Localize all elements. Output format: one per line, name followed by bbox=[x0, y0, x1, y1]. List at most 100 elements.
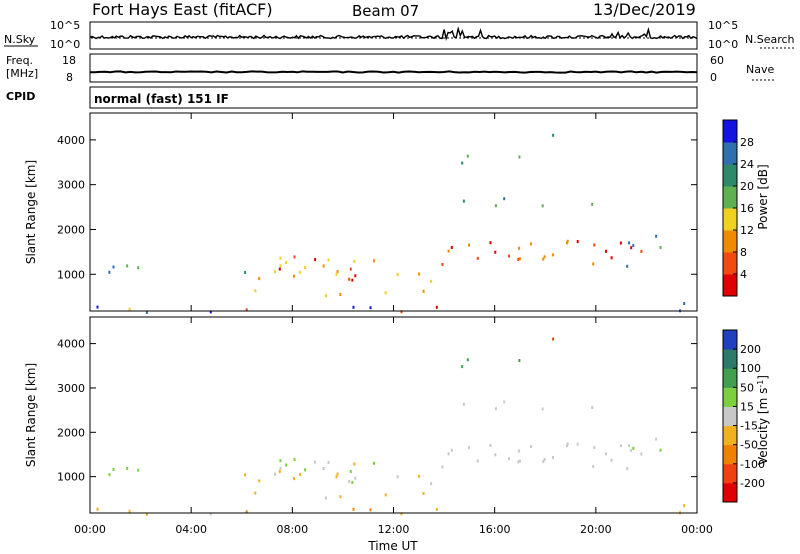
velocity-cell bbox=[518, 459, 521, 463]
colorbar-tick-label: 100 bbox=[740, 362, 761, 375]
freq-frame bbox=[89, 53, 698, 83]
beam-label: Beam 07 bbox=[352, 2, 419, 20]
velocity-colorbar-label: Velocity [m s-1] bbox=[756, 375, 771, 465]
power-cell bbox=[418, 272, 421, 276]
power-cell bbox=[304, 265, 307, 269]
colorbar-tick-label: -50 bbox=[740, 439, 758, 452]
velocity-cell bbox=[354, 476, 357, 480]
power-cell bbox=[324, 294, 327, 298]
noise-left-label: N.Sky bbox=[4, 33, 36, 46]
cpid-panel: CPID normal (fast) 151 IF bbox=[6, 86, 698, 109]
power-cell bbox=[576, 240, 579, 243]
power-cell bbox=[314, 258, 317, 261]
noise-left-tick-low: 10^0 bbox=[50, 38, 80, 51]
ytick-label: 4000 bbox=[57, 134, 85, 147]
freq-panel: Freq. [MHz] 18 8 60 0 Nave bbox=[6, 53, 775, 84]
velocity-cell bbox=[324, 496, 327, 500]
velocity-cell bbox=[422, 492, 425, 495]
noise-frame bbox=[89, 21, 698, 50]
velocity-cell bbox=[566, 444, 568, 447]
velocity-cell bbox=[285, 463, 288, 467]
velocity-cell bbox=[396, 475, 399, 479]
power-colorbar: 28 24 20 16 12 8 4 bbox=[722, 119, 754, 297]
velocity-cell bbox=[349, 470, 352, 473]
power-cell bbox=[348, 277, 351, 281]
power-cell bbox=[468, 243, 470, 247]
velocity-cell bbox=[352, 507, 355, 511]
velocity-y-axis: 4000 3000 2000 1000 bbox=[57, 338, 697, 484]
velocity-cell bbox=[450, 448, 453, 452]
velocity-cell bbox=[494, 407, 497, 411]
power-cell bbox=[518, 246, 521, 250]
velocity-cell bbox=[551, 456, 554, 459]
power-cell bbox=[126, 264, 129, 268]
velocity-cell bbox=[517, 460, 520, 464]
power-cell bbox=[279, 264, 282, 268]
noise-left-tick-high: 10^5 bbox=[50, 19, 80, 32]
velocity-cell bbox=[541, 407, 544, 411]
xtick-label: 20:00 bbox=[580, 523, 612, 536]
colorbar-swatch bbox=[723, 349, 737, 369]
velocity-cell bbox=[293, 457, 296, 461]
velocity-cell bbox=[552, 337, 555, 341]
velocity-cell bbox=[353, 462, 356, 466]
colorbar-swatch bbox=[723, 142, 737, 165]
colorbar-swatch bbox=[723, 463, 737, 484]
power-cell bbox=[542, 257, 545, 261]
colorbar-tick-label: 200 bbox=[740, 343, 761, 356]
velocity-cell bbox=[418, 474, 421, 478]
ytick-label: 1000 bbox=[57, 268, 85, 281]
velocity-cell bbox=[441, 465, 444, 469]
velocity-cell bbox=[605, 452, 607, 456]
power-cell bbox=[626, 264, 629, 268]
velocity-cell bbox=[610, 458, 613, 462]
velocity-cell bbox=[494, 453, 497, 457]
velocity-cell bbox=[108, 473, 111, 477]
power-cell bbox=[373, 259, 375, 263]
power-cell bbox=[566, 241, 568, 245]
velocity-cell bbox=[461, 365, 464, 369]
power-cell bbox=[461, 161, 464, 165]
velocity-colorbar-label-exponent: -1 bbox=[756, 380, 765, 388]
noise-right-label: N.Search bbox=[745, 33, 795, 46]
freq-unit-label: [MHz] bbox=[6, 67, 38, 80]
colorbar-tick-label: -200 bbox=[740, 477, 765, 490]
power-cell bbox=[518, 155, 521, 159]
colorbar-swatch bbox=[723, 186, 737, 209]
noise-right-tick-low: 10^0 bbox=[708, 38, 738, 51]
power-cell bbox=[435, 305, 438, 309]
colorbar-tick-label: -100 bbox=[740, 458, 765, 471]
velocity-cell bbox=[659, 448, 662, 452]
colorbar-tick-label: 24 bbox=[740, 158, 754, 171]
velocity-cell bbox=[543, 457, 546, 461]
velocity-cell bbox=[518, 359, 521, 362]
velocity-cell bbox=[112, 467, 115, 471]
velocity-colorbar-label-close: ] bbox=[756, 375, 770, 380]
power-cell bbox=[447, 249, 450, 253]
colorbar-tick-label: -15 bbox=[740, 420, 758, 433]
velocity-cell bbox=[508, 457, 510, 461]
velocity-cell bbox=[327, 461, 330, 464]
power-cell bbox=[450, 246, 453, 249]
velocity-cell bbox=[655, 437, 658, 441]
velocity-cell bbox=[576, 442, 579, 446]
power-cell bbox=[551, 253, 554, 257]
velocity-cell bbox=[384, 493, 387, 497]
power-cell bbox=[353, 259, 356, 263]
velocity-cell bbox=[468, 446, 470, 450]
power-panel: 4000 3000 2000 1000 Slant Range [km] 28 24 20… bbox=[24, 112, 770, 314]
power-cell bbox=[278, 267, 281, 271]
xtick-label: 04:00 bbox=[175, 523, 207, 536]
ytick-label: 3000 bbox=[57, 382, 85, 395]
velocity-cell bbox=[435, 507, 438, 511]
power-cell bbox=[543, 255, 546, 259]
colorbar-tick-label: 12 bbox=[740, 224, 754, 237]
colorbar-tick-label: 15 bbox=[740, 400, 754, 413]
nave-label: Nave bbox=[746, 63, 774, 76]
power-data bbox=[96, 133, 686, 314]
power-colorbar-label: Power [dB] bbox=[756, 164, 770, 229]
velocity-cell bbox=[400, 512, 403, 516]
velocity-cell bbox=[683, 504, 686, 508]
power-cell bbox=[605, 249, 607, 253]
colorbar-swatch bbox=[723, 406, 737, 427]
